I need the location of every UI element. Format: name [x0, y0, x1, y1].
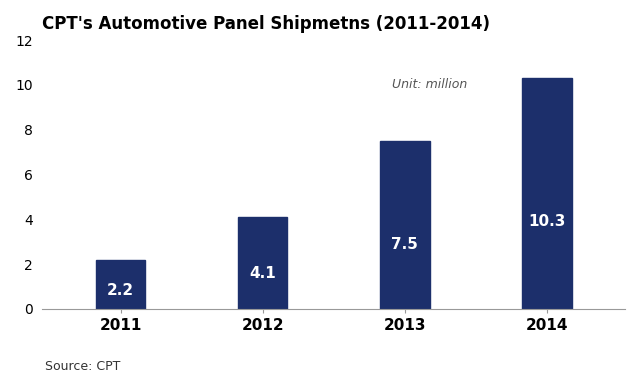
Bar: [237, 217, 287, 309]
Bar: [522, 78, 572, 309]
Bar: [95, 260, 145, 309]
Bar: [380, 141, 429, 309]
Text: Source: CPT: Source: CPT: [45, 360, 120, 373]
Text: CPT's Automotive Panel Shipmetns (2011-2014): CPT's Automotive Panel Shipmetns (2011-2…: [42, 15, 490, 33]
Text: 7.5: 7.5: [391, 237, 418, 252]
Text: 4.1: 4.1: [249, 266, 276, 281]
Text: 10.3: 10.3: [528, 214, 566, 229]
Text: Unit: million: Unit: million: [392, 79, 467, 92]
Text: 2.2: 2.2: [107, 283, 134, 298]
